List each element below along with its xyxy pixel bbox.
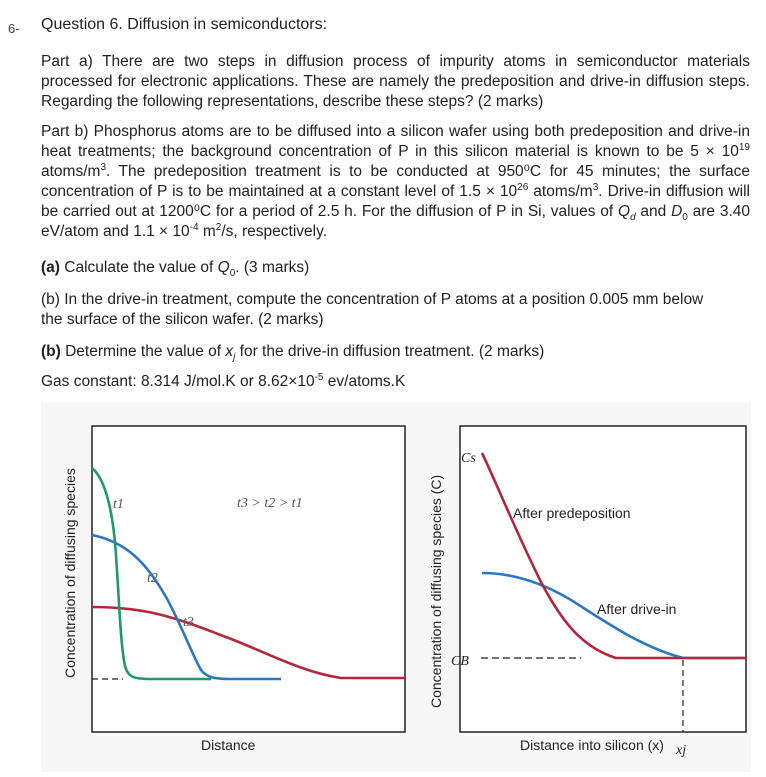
curve-t3 [91, 605, 405, 680]
question-number: 6- [8, 21, 20, 36]
right-panel: Concentration of diffusing species (C) D… [428, 425, 747, 758]
part-a-text: Part a) There are two steps in diffusion… [41, 53, 750, 110]
left-xlabel: Distance [201, 737, 256, 753]
label-t2: t2 [147, 571, 158, 586]
label-cs: Cs [461, 451, 476, 466]
curve-after-predeposition [480, 452, 746, 660]
label-xj: xj [675, 743, 686, 758]
left-ylabel: Concentration of diffusing species [62, 468, 78, 678]
label-t1: t1 [113, 497, 124, 512]
label-t3: t3 [183, 615, 194, 630]
curve-t2 [91, 533, 281, 681]
sub-question-a: (a) Calculate the value of Q0. (3 marks) [41, 259, 310, 280]
gas-constant: Gas constant: 8.314 J/mol.K or 8.62×10-5… [41, 371, 406, 390]
label-after-drive-in: After drive-in [597, 601, 676, 617]
label-after-predeposition: After predeposition [513, 505, 631, 521]
left-plot-frame [91, 425, 406, 733]
question-title: Question 6. Diffusion in semiconductors: [41, 16, 328, 33]
right-plot-frame [459, 425, 747, 733]
curve-after-drive-in [481, 571, 746, 660]
part-b-text: Part b) Phosphorus atoms are to be diffu… [41, 123, 750, 240]
sub-question-b: (b) In the drive-in treatment, compute t… [41, 291, 704, 328]
diffusion-figure: Concentration of diffusing species Dista… [41, 402, 751, 772]
label-cb: CB [451, 654, 469, 669]
curve-t1 [91, 466, 211, 681]
sub-question-c: (b) Determine the value of xj for the dr… [41, 343, 545, 364]
right-xlabel: Distance into silicon (x) [520, 737, 664, 753]
left-panel: Concentration of diffusing species Dista… [62, 425, 406, 753]
right-ylabel: Concentration of diffusing species (C) [428, 475, 444, 708]
label-time-relation: t3 > t2 > t1 [237, 496, 303, 511]
